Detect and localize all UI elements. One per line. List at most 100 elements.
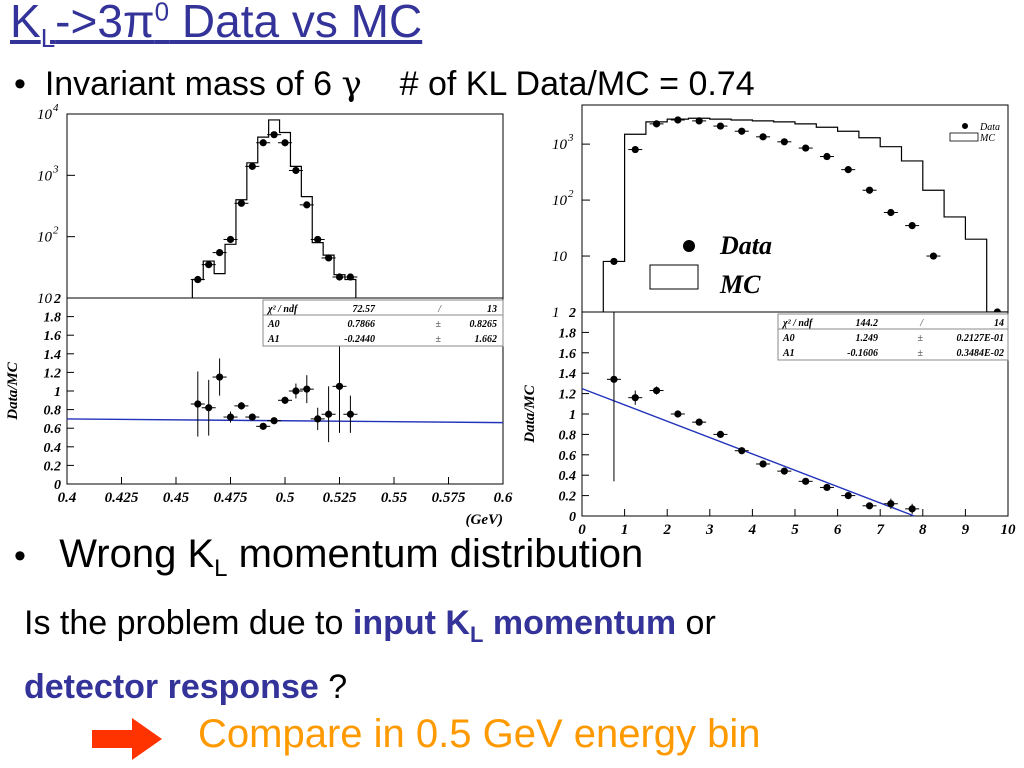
data-point (346, 273, 354, 281)
y-tick-label: 1.2 (559, 388, 577, 403)
data-point (844, 166, 852, 174)
data-point (610, 257, 618, 266)
x-tick-label: 0.45 (163, 490, 190, 506)
data-point (237, 199, 245, 207)
stats-cell: 14 (994, 318, 1004, 329)
data-point (237, 402, 245, 410)
data-point (738, 127, 746, 135)
x-tick-label: 0 (578, 522, 586, 538)
stats-cell: A1 (267, 334, 280, 345)
data-point (194, 275, 202, 284)
y-tick-exponent: 4 (53, 102, 59, 114)
x-tick-label: 0.575 (432, 490, 466, 506)
bullet-dot: • (14, 65, 26, 103)
x-tick-label: 9 (962, 522, 970, 538)
data-point (652, 120, 661, 128)
data-point (716, 430, 725, 438)
stats-cell: 144.2 (856, 318, 879, 329)
y-tick-label: 1.8 (559, 326, 577, 341)
data-point (865, 186, 874, 194)
data-point (226, 235, 235, 244)
legend-data-marker (683, 240, 695, 252)
data-point (631, 145, 639, 154)
data-point (908, 221, 916, 230)
data-point (908, 505, 916, 513)
fit-line (66, 418, 504, 424)
stats-cell: 1.662 (475, 334, 498, 345)
y-tick-label: 0.2 (44, 459, 62, 474)
data-point (823, 152, 831, 161)
stats-cell: ± (918, 348, 924, 359)
y-axis-label: Data/MC (522, 384, 538, 444)
data-point (610, 375, 618, 383)
x-tick-label: 0.475 (214, 490, 248, 506)
data-point (346, 410, 354, 418)
x-tick-label: 2 (662, 522, 671, 538)
x-tick-label: 1 (621, 522, 629, 538)
data-point (738, 447, 746, 455)
data-point (248, 413, 256, 421)
mc-histogram (602, 117, 1008, 313)
corner-legend-mc: MC (979, 133, 995, 144)
data-point (780, 467, 788, 475)
stats-cell: ± (436, 319, 442, 330)
stats-cell: 0.7866 (348, 319, 376, 330)
y-tick-exponent: 2 (568, 188, 574, 200)
data-point (205, 404, 213, 412)
data-point (303, 201, 311, 209)
data-point (674, 116, 682, 124)
stats-cell: -0.2440 (344, 334, 375, 345)
data-point (292, 166, 300, 175)
y-tick-label: 1.2 (44, 366, 62, 381)
highlight-input-momentum: input KL momentum (352, 604, 677, 647)
data-point (759, 460, 767, 468)
stats-cell: 13 (487, 304, 497, 315)
stats-cell: 0.8265 (470, 319, 498, 330)
mc-histogram (191, 119, 357, 298)
data-point (270, 417, 278, 425)
right-arrow-icon (92, 718, 162, 760)
data-point (226, 413, 235, 421)
stats-cell: A0 (267, 319, 280, 330)
y-tick-label: 2 (568, 306, 576, 321)
stats-cell: ± (436, 334, 442, 345)
y-tick-label: 10 (552, 193, 568, 209)
x-tick-label: 0.6 (494, 490, 513, 506)
data-point (844, 492, 852, 500)
fit-stats-box (262, 299, 504, 347)
data-point (695, 418, 703, 426)
stats-cell: / (919, 318, 924, 329)
data-point (314, 415, 322, 423)
legend-box (640, 215, 795, 307)
y-tick-label: 0.8 (44, 404, 62, 419)
stats-cell: χ² / ndf (781, 318, 814, 329)
x-tick-label: 4 (748, 522, 757, 538)
y-tick-label: 0.6 (559, 449, 577, 464)
data-point (759, 133, 767, 141)
data-mc-ratio: # of KL Data/MC = 0.74 (399, 65, 755, 103)
highlight-detector-response: detector response (24, 668, 319, 706)
x-axis-label: (GeV) (466, 512, 504, 528)
data-point (780, 138, 788, 146)
data-point (695, 117, 703, 125)
y-tick-label: 1.8 (44, 311, 62, 326)
corner-legend-mc-marker (949, 132, 979, 142)
x-tick-label: 0.4 (58, 490, 77, 506)
data-point (281, 139, 289, 147)
y-tick-label: 10 (37, 168, 53, 184)
corner-legend-data-marker (962, 123, 968, 129)
y-tick-label: 0.8 (559, 428, 577, 443)
x-tick-label: 0.5 (276, 490, 295, 506)
fit-stats-box (777, 313, 1009, 361)
y-tick-label: 10 (552, 137, 568, 153)
data-point (802, 477, 810, 485)
y-tick-exponent: 2 (53, 225, 59, 237)
data-point (887, 208, 895, 217)
data-point (216, 248, 224, 257)
stats-cell: A1 (782, 348, 795, 359)
data-point (281, 396, 289, 404)
y-tick-label: 1 (569, 408, 576, 423)
data-point (194, 400, 202, 408)
